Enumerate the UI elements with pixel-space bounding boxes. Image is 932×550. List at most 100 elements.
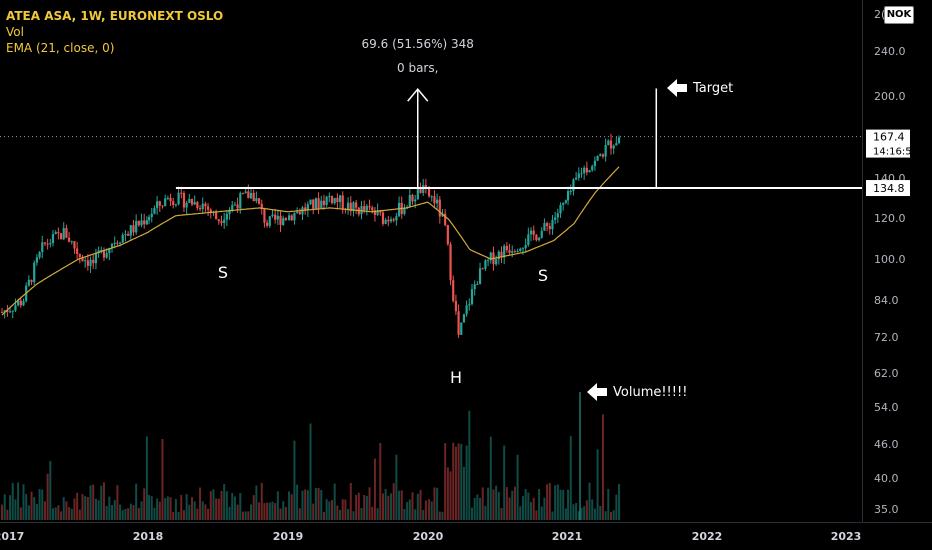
volume-bar xyxy=(14,499,17,520)
last-price-value: 167.4 xyxy=(873,131,905,144)
volume-bar xyxy=(127,508,130,520)
volume-bar xyxy=(390,493,393,520)
candle-body xyxy=(30,279,33,283)
volume-bar xyxy=(497,492,500,520)
volume-bar xyxy=(241,511,244,520)
volume-bar xyxy=(441,511,444,520)
candle-body xyxy=(424,185,427,188)
candle-body xyxy=(397,202,401,217)
volume-bar xyxy=(422,509,425,520)
volume-bar xyxy=(293,440,296,520)
candle-body xyxy=(11,310,14,312)
currency-badge[interactable]: NOK xyxy=(884,6,914,24)
neckline-price-tag xyxy=(866,180,910,197)
volume-bar xyxy=(121,510,124,520)
volume-bar xyxy=(92,484,95,520)
volume-bar xyxy=(365,495,368,520)
volume-bar xyxy=(57,505,60,520)
volume-bar xyxy=(363,495,366,520)
candle-body xyxy=(89,259,92,266)
candle-body xyxy=(135,220,138,233)
candle-body xyxy=(408,194,411,208)
candle-body xyxy=(244,191,247,194)
candle-body xyxy=(436,199,439,204)
candle-body xyxy=(70,241,73,243)
candle-body xyxy=(497,251,500,260)
y-tick-label: 84.0 xyxy=(874,294,899,307)
candle-body xyxy=(81,257,84,262)
volume-bar xyxy=(484,505,487,520)
volume-bar xyxy=(172,511,175,520)
left-shoulder-label: S xyxy=(218,263,228,282)
volume-label: Volume!!!!! xyxy=(613,385,687,400)
volume-bar xyxy=(3,494,6,520)
volume-bar xyxy=(317,487,320,520)
candle-body xyxy=(524,245,527,249)
volume-bar xyxy=(601,414,604,520)
volume-bar xyxy=(9,495,12,520)
candle-body xyxy=(172,201,175,206)
candle-body xyxy=(137,220,140,226)
candle-body xyxy=(94,253,98,264)
candle-body xyxy=(454,301,457,312)
candle-body xyxy=(153,208,156,214)
candle-body xyxy=(365,206,368,211)
volume-spike-bar xyxy=(579,392,581,520)
volume-bar xyxy=(511,490,514,520)
volume-bar xyxy=(540,506,543,520)
x-tick-label: 2018 xyxy=(133,530,164,543)
candle-body xyxy=(185,202,188,208)
volume-bar xyxy=(556,484,559,520)
candle-body xyxy=(312,199,315,209)
volume-bar xyxy=(41,489,44,520)
candle-body xyxy=(150,213,153,218)
candle-body xyxy=(132,225,135,233)
volume-bar xyxy=(89,485,92,520)
volume-bar xyxy=(132,505,135,520)
candle-body xyxy=(46,243,49,245)
volume-bar xyxy=(583,506,586,520)
candle-body xyxy=(49,243,52,245)
volume-bar xyxy=(25,493,28,520)
volume-bar xyxy=(609,511,612,520)
candle-body xyxy=(263,208,266,223)
candle-body xyxy=(35,257,38,263)
volume-bar xyxy=(188,504,191,520)
candle-body xyxy=(519,248,522,252)
volume-bar xyxy=(260,482,263,520)
candle-body xyxy=(54,232,57,235)
candle-body xyxy=(387,219,390,222)
volume-bar xyxy=(516,454,519,520)
volume-bar xyxy=(301,490,304,520)
candle-body xyxy=(158,201,161,206)
candle-body xyxy=(257,198,261,204)
candle-body xyxy=(355,202,358,208)
candle-body xyxy=(78,253,81,258)
volume-bar xyxy=(495,485,498,520)
volume-bar xyxy=(400,490,403,520)
candle-body xyxy=(452,280,455,302)
candle-body xyxy=(84,260,87,262)
volume-bar xyxy=(492,489,495,520)
volume-bar xyxy=(158,501,161,520)
volume-bar xyxy=(487,487,490,520)
candle-body xyxy=(593,160,596,167)
volume-bar xyxy=(247,511,250,520)
candle-body xyxy=(241,193,245,195)
candle-body xyxy=(190,198,194,205)
volume-bar xyxy=(454,446,457,520)
volume-bar xyxy=(70,508,73,520)
candle-body xyxy=(411,194,414,202)
volume-bar xyxy=(548,482,551,520)
candle-body xyxy=(223,219,226,224)
candle-body xyxy=(575,177,578,180)
candle-body xyxy=(328,196,331,198)
candle-body xyxy=(373,210,377,215)
volume-bar xyxy=(376,508,379,520)
volume-bar xyxy=(207,508,210,520)
volume-bar xyxy=(233,496,236,520)
volume-bar xyxy=(102,482,105,520)
volume-bar xyxy=(562,489,565,520)
candle-body xyxy=(478,268,482,285)
